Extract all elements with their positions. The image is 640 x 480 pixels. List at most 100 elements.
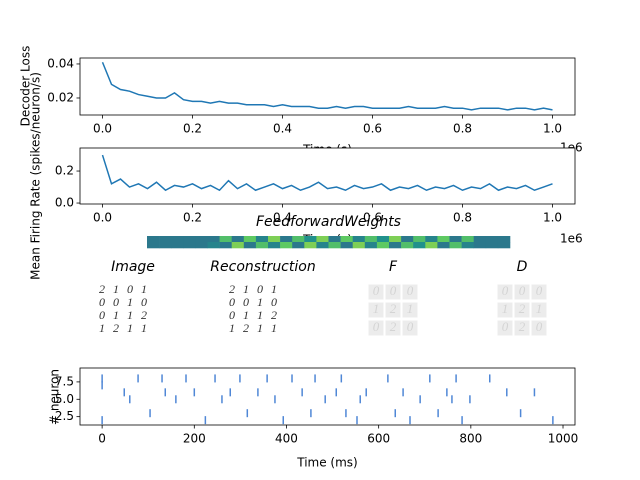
y-tick-label: 0.04 <box>47 56 74 70</box>
digit: 1 <box>243 282 249 296</box>
heatmap-cell <box>449 242 462 249</box>
heatmap-cell <box>195 236 208 243</box>
heatmap-cell <box>437 242 450 249</box>
filter-tile <box>402 284 418 300</box>
digit: 1 <box>99 321 105 335</box>
x-tick-label: 200 <box>183 432 206 446</box>
digit: 1 <box>127 321 133 335</box>
digit: 0 <box>229 295 235 309</box>
heatmap-cell <box>497 236 511 243</box>
heatmap-cell <box>147 242 160 249</box>
heatmap-cell <box>352 236 366 243</box>
y-tick-label: 0.0 <box>55 196 74 210</box>
digit: 1 <box>141 321 147 335</box>
x-tick-label: 400 <box>275 432 298 446</box>
heatmap-cell <box>473 242 487 249</box>
heatmap-cell <box>425 236 438 243</box>
heatmap-cell <box>461 242 474 249</box>
digit: 0 <box>502 319 509 334</box>
heatmap-cell <box>425 242 438 249</box>
digit: 2 <box>519 319 526 334</box>
heatmap-cell <box>255 242 269 249</box>
heatmap-cell <box>207 242 220 249</box>
heatmap-cell <box>461 236 474 243</box>
digit: 0 <box>519 283 526 298</box>
heatmap-cell <box>364 236 378 243</box>
x-tick-label: 0.4 <box>273 211 292 225</box>
x-tick-label: 1.0 <box>543 211 562 225</box>
digit: 0 <box>141 295 147 309</box>
digit: 0 <box>243 295 249 309</box>
heatmap-cell <box>328 242 341 249</box>
filter-tile <box>385 302 401 318</box>
filter-tile <box>531 302 547 318</box>
filter-tile <box>385 284 401 300</box>
heatmap-cell <box>413 236 426 243</box>
x-tick-label: 0.8 <box>453 211 472 225</box>
digit: 2 <box>99 282 105 296</box>
heatmap-cell <box>304 236 317 243</box>
heatmap-cell <box>340 236 353 243</box>
digit: 2 <box>390 301 397 316</box>
x-tick-label: 0.2 <box>183 211 202 225</box>
digit: 1 <box>373 301 380 316</box>
digit: 2 <box>229 282 235 296</box>
axes-background <box>80 148 575 204</box>
filter-tile <box>368 284 384 300</box>
heatmap-cell <box>292 236 305 243</box>
heatmap-cell <box>183 236 196 243</box>
heatmap-cell <box>437 236 450 243</box>
heatmap-cell <box>352 242 366 249</box>
digit: 2 <box>390 319 397 334</box>
heatmap-cell <box>147 236 160 243</box>
x-axis-label: Time (ms) <box>296 456 358 470</box>
y-tick-label: 5.0 <box>55 392 74 406</box>
heatmap-cell <box>243 236 257 243</box>
filter-tile <box>497 284 513 300</box>
heatmap-cell <box>316 236 329 243</box>
panel-title: F <box>389 259 398 275</box>
digit: 0 <box>113 295 119 309</box>
digit: 1 <box>243 308 249 322</box>
filter-tile <box>531 320 547 336</box>
panel-title: Reconstruction <box>210 259 315 275</box>
panel-title: D <box>517 259 528 275</box>
heatmap-cell <box>401 236 414 243</box>
digit: 1 <box>113 308 119 322</box>
digit: 2 <box>519 301 526 316</box>
y-tick-label: 0.2 <box>55 164 74 178</box>
digit: 2 <box>271 308 277 322</box>
heatmap-cell <box>280 236 293 243</box>
digit: 1 <box>141 282 147 296</box>
digit: 0 <box>99 308 105 322</box>
heatmap-cell <box>219 242 232 249</box>
heatmap-cell <box>231 236 245 243</box>
filter-tile <box>402 302 418 318</box>
filter-tile <box>531 284 547 300</box>
heatmap-cell <box>376 242 390 249</box>
panel-title: Image <box>111 259 155 275</box>
filter-tile <box>514 302 530 318</box>
heatmap-cell <box>292 242 305 249</box>
digit: 1 <box>127 295 133 309</box>
x-tick-label: 0 <box>98 432 106 446</box>
y-tick-label: 0.02 <box>47 90 74 104</box>
x-tick-label: 0.0 <box>93 122 112 136</box>
digit: 2 <box>243 321 249 335</box>
x-tick-label: 0.6 <box>363 211 382 225</box>
digit: 2 <box>141 308 147 322</box>
x-tick-label: 0.6 <box>363 122 382 136</box>
line-series <box>101 154 553 192</box>
filter-tile <box>514 284 530 300</box>
filter-tile <box>368 302 384 318</box>
filter-tile <box>497 302 513 318</box>
axes-frame <box>79 147 576 205</box>
filter-tile <box>514 320 530 336</box>
filter-tile <box>497 320 513 336</box>
digit: 1 <box>536 301 543 316</box>
digit: 0 <box>127 282 133 296</box>
x-tick-label: 800 <box>459 432 482 446</box>
digit: 1 <box>257 321 263 335</box>
heatmap-cell <box>255 236 269 243</box>
